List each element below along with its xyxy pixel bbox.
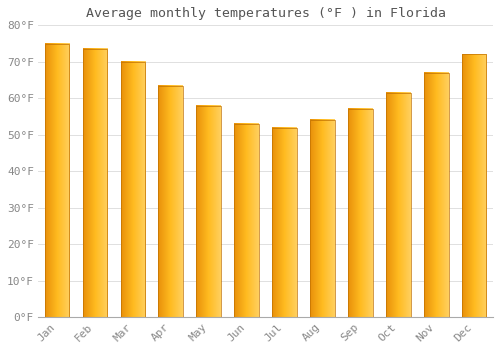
Bar: [82, 49, 108, 317]
Bar: [348, 109, 372, 317]
Bar: [386, 93, 410, 317]
Bar: [44, 43, 70, 317]
Bar: [234, 124, 259, 317]
Bar: [196, 106, 221, 317]
Bar: [158, 85, 183, 317]
Bar: [272, 127, 297, 317]
Bar: [424, 73, 448, 317]
Title: Average monthly temperatures (°F ) in Florida: Average monthly temperatures (°F ) in Fl…: [86, 7, 446, 20]
Bar: [120, 62, 145, 317]
Bar: [462, 55, 486, 317]
Bar: [310, 120, 335, 317]
